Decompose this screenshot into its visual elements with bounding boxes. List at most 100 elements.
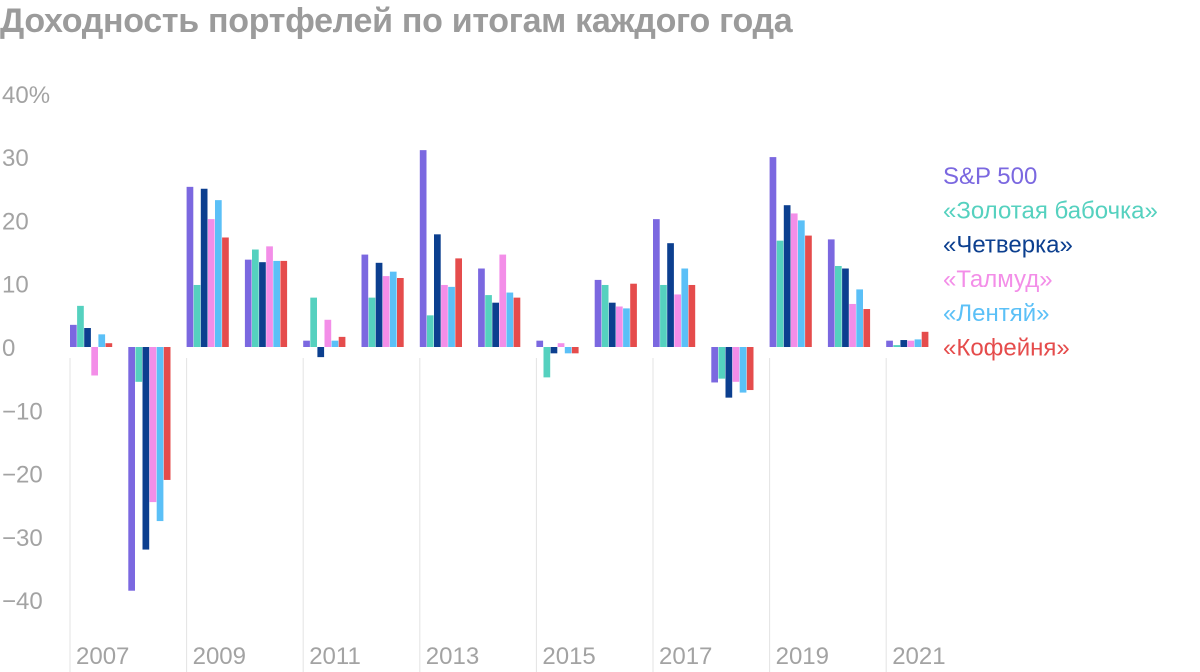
bar	[478, 268, 485, 347]
bar	[375, 262, 383, 347]
bar	[389, 271, 397, 347]
bar	[215, 200, 222, 347]
bar	[900, 340, 908, 347]
bar	[324, 319, 332, 347]
y-tick-label: −10	[2, 398, 43, 425]
bar	[455, 258, 462, 347]
y-tick-label: 40%	[2, 82, 50, 109]
bar	[667, 243, 674, 347]
bar	[77, 305, 84, 348]
bar	[827, 239, 835, 347]
legend-item: «Лентяй»	[943, 300, 1049, 327]
bar	[732, 347, 740, 382]
y-axis: 40% 30 20 10 0 −10 −20 −30 −40	[2, 82, 50, 615]
y-tick-label: −30	[2, 525, 43, 552]
bar	[200, 188, 208, 347]
y-tick-label: 30	[2, 145, 29, 172]
bar	[601, 284, 609, 347]
bar	[156, 347, 164, 522]
bar	[550, 347, 558, 354]
x-tick-label: 2019	[776, 643, 829, 670]
bar	[222, 237, 229, 347]
bar	[718, 347, 726, 379]
bar	[681, 268, 689, 347]
bar	[135, 347, 143, 382]
bar	[91, 347, 98, 376]
bar	[557, 343, 565, 347]
bar	[273, 260, 280, 347]
bar	[886, 340, 893, 347]
bar	[783, 205, 791, 347]
bar	[893, 345, 900, 347]
y-tick-label: −20	[2, 462, 43, 489]
bar	[84, 328, 91, 347]
bar	[207, 219, 215, 347]
bar	[434, 234, 441, 347]
year-gridlines	[69, 358, 887, 672]
bar	[448, 286, 455, 347]
legend: S&P 500 «Золотая бабочка» «Четверка» «Талму…	[943, 163, 1158, 362]
bar	[739, 347, 747, 393]
bar	[492, 302, 499, 347]
bar	[382, 276, 390, 347]
y-tick-label: 0	[2, 335, 15, 362]
bar	[244, 259, 252, 347]
bar	[252, 249, 259, 347]
bar	[907, 340, 915, 347]
bar	[368, 297, 376, 347]
bar	[564, 347, 572, 354]
bar	[863, 309, 871, 347]
bar	[805, 235, 812, 347]
legend-item: «Талмуд»	[943, 266, 1053, 293]
bar	[426, 315, 434, 347]
y-tick-label: −40	[2, 588, 43, 615]
bar	[616, 306, 623, 347]
bar	[441, 284, 448, 347]
bar	[98, 334, 106, 347]
bar	[338, 336, 346, 347]
x-tick-label: 2015	[542, 643, 595, 670]
bar	[485, 295, 492, 347]
bar	[499, 254, 507, 347]
bar	[317, 347, 325, 358]
bar	[303, 340, 310, 347]
bar	[506, 292, 514, 347]
bar	[193, 284, 201, 347]
legend-item: «Кофейня»	[943, 335, 1070, 362]
bar	[849, 303, 856, 347]
x-tick-label: 2013	[426, 643, 479, 670]
x-tick-label: 2009	[193, 643, 246, 670]
bar	[660, 284, 667, 347]
bar	[536, 340, 544, 347]
bar	[149, 347, 157, 503]
bar	[594, 279, 602, 347]
bar	[543, 347, 551, 378]
bar	[842, 268, 849, 347]
bar	[725, 347, 733, 398]
bar	[746, 347, 754, 391]
bars	[70, 150, 929, 591]
bar	[128, 347, 135, 591]
bar	[266, 246, 273, 347]
bar	[419, 150, 427, 347]
bar	[331, 340, 339, 347]
x-axis: 2007 2009 2011 2013 2015 2017 2019 2021	[76, 643, 946, 670]
y-tick-label: 10	[2, 272, 29, 299]
x-tick-label: 2021	[892, 643, 945, 670]
bar	[608, 302, 616, 347]
bar	[623, 308, 630, 347]
y-tick-label: 20	[2, 208, 29, 235]
bar	[361, 254, 369, 347]
chart-title: Доходность портфелей по итогам каждого г…	[0, 2, 793, 40]
bar	[921, 331, 929, 347]
bar	[280, 260, 288, 347]
bar	[259, 262, 266, 347]
x-tick-label: 2007	[76, 643, 129, 670]
bar	[790, 213, 798, 347]
x-tick-label: 2017	[659, 643, 712, 670]
bar	[163, 347, 171, 480]
bar	[105, 343, 113, 347]
legend-item: «Золотая бабочка»	[943, 197, 1158, 224]
bar	[142, 347, 150, 550]
